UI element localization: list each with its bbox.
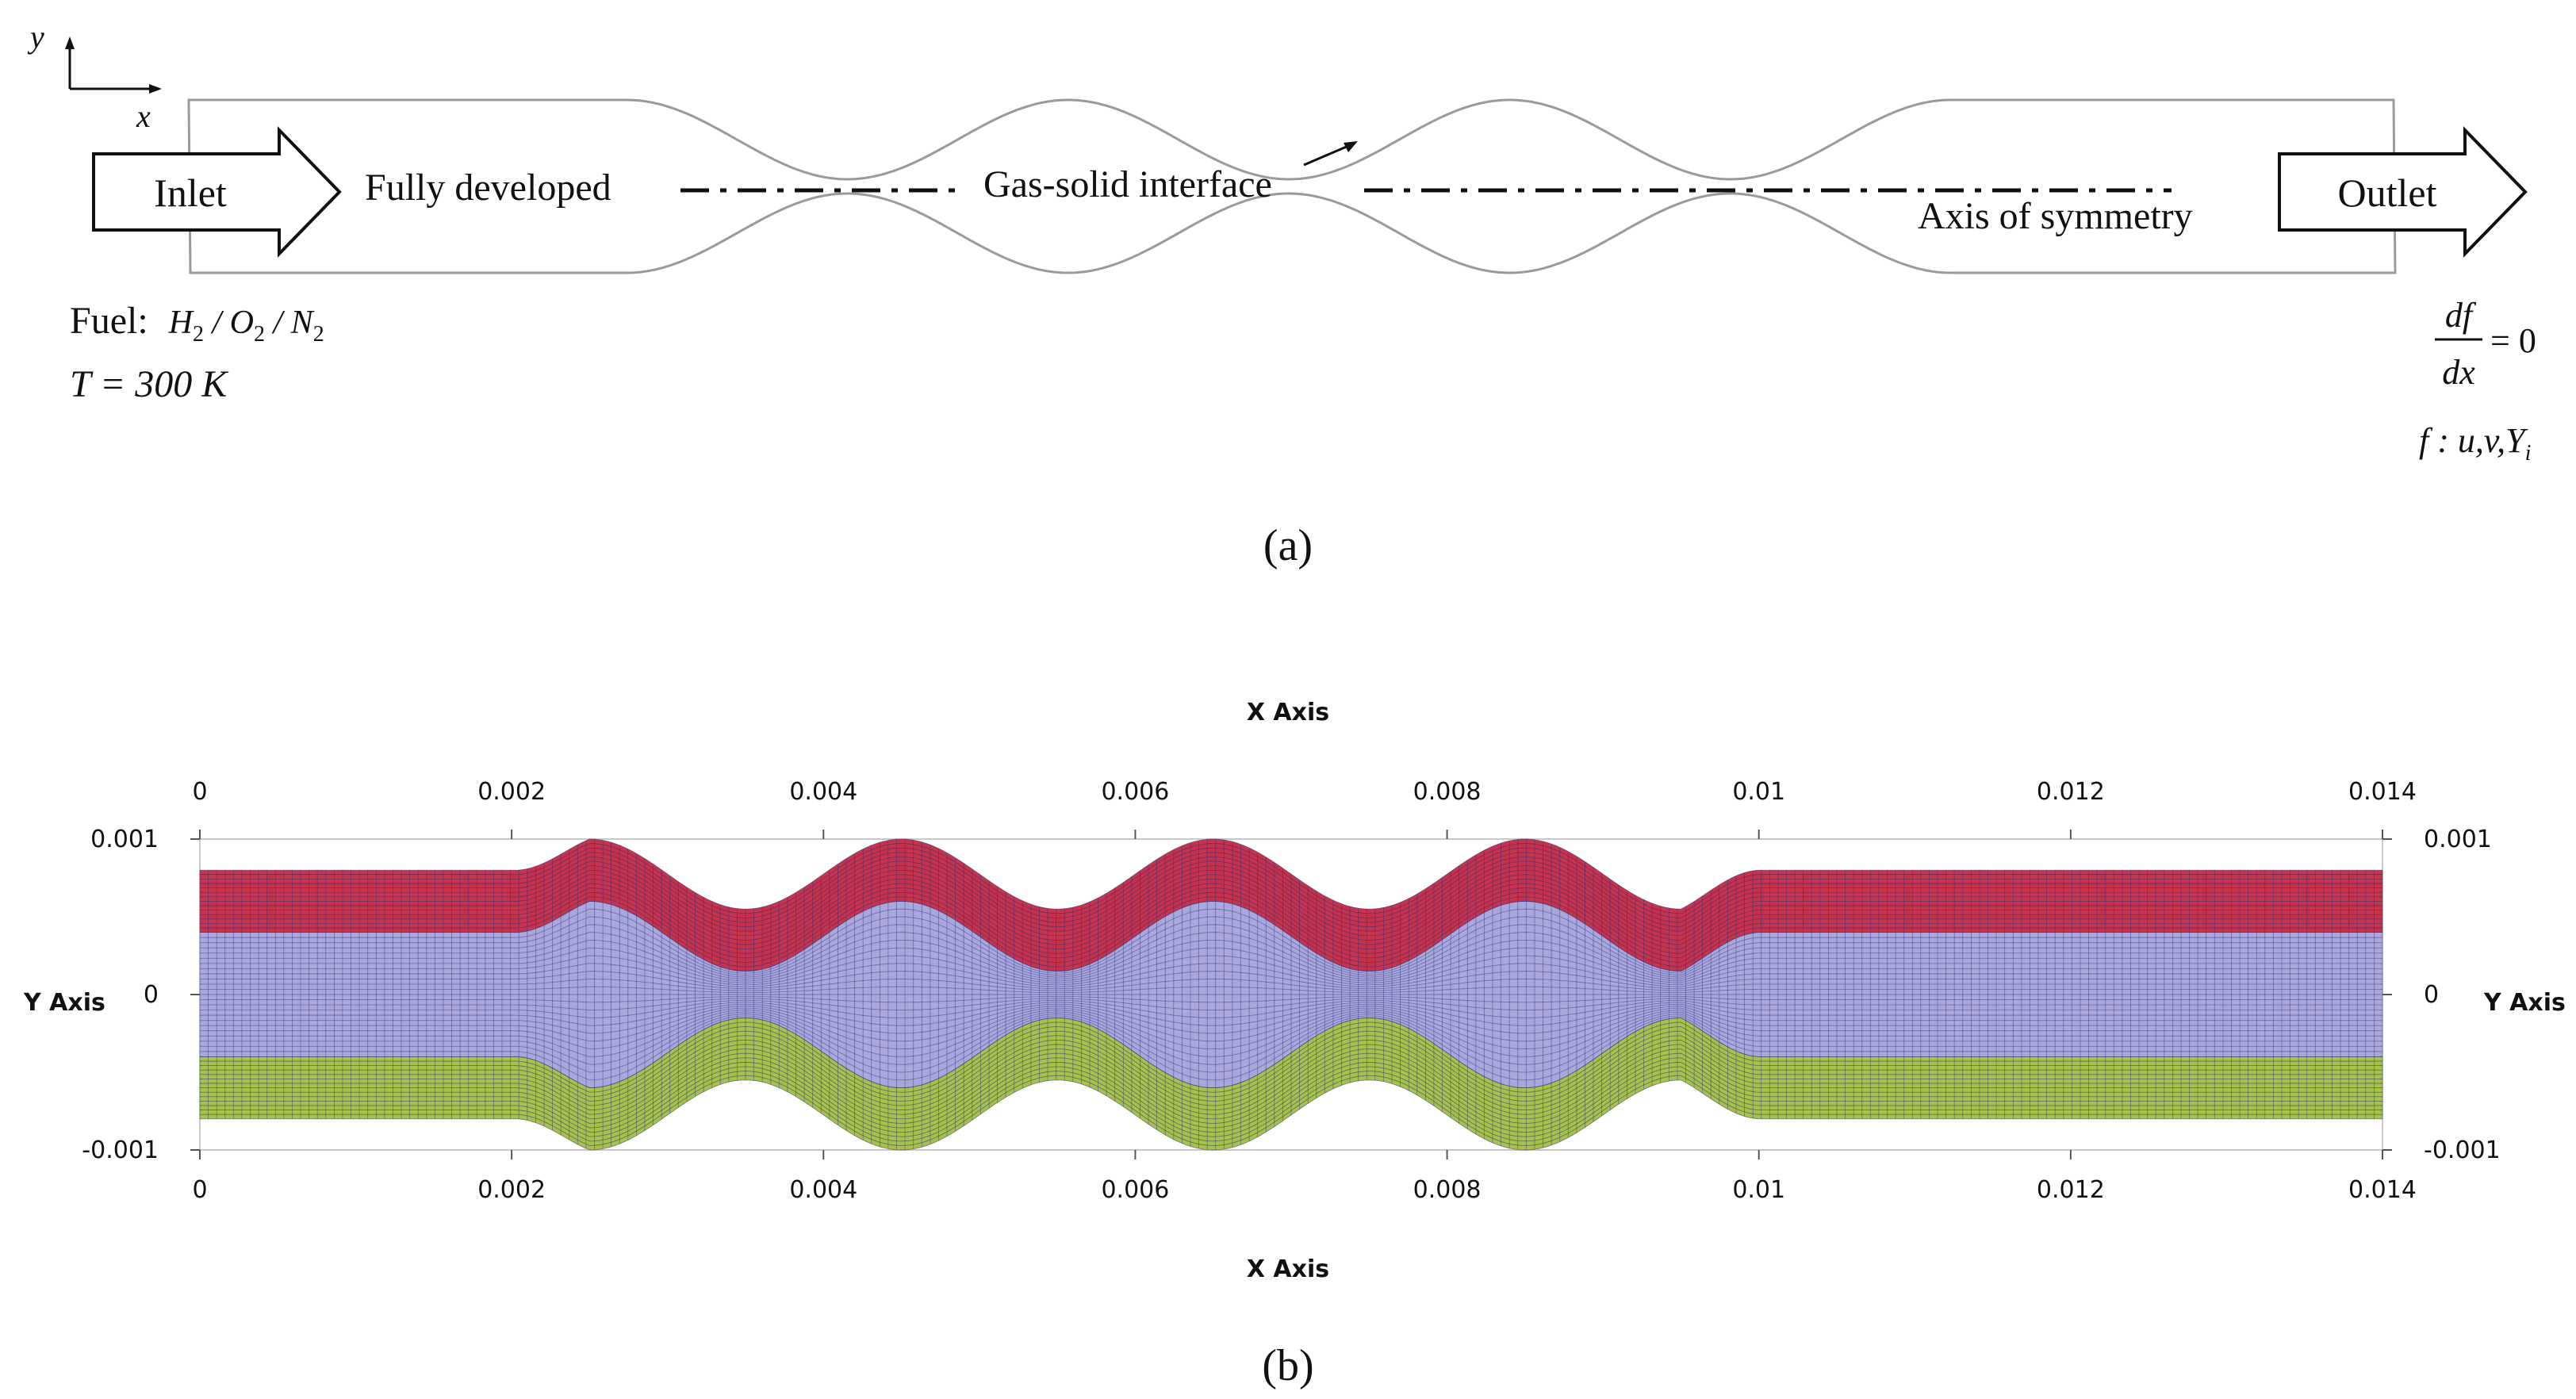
axis-ticks: 0 0 0.002 0.002 0.004 0.004 0.006 0.006 0.008 0.0… bbox=[82, 778, 2500, 1204]
x-tick-label-bottom: 0.01 bbox=[1732, 1176, 1785, 1204]
x-tick-label-top: 0 bbox=[192, 778, 207, 806]
panel-a-schematic: y x Inlet Outlet Fully developed Gas-sol… bbox=[27, 19, 2536, 570]
x-tick-label-top: 0.008 bbox=[1413, 778, 1482, 806]
coordinate-axes-icon bbox=[65, 36, 162, 94]
fuel-species-n-sub: 2 bbox=[313, 322, 324, 347]
x-tick-label-bottom: 0.012 bbox=[2037, 1176, 2105, 1204]
fuel-label: Fuel: H2 / O2 / N2 bbox=[70, 300, 324, 347]
y-tick-label-left: 0 bbox=[144, 981, 159, 1009]
mesh-regions bbox=[199, 838, 2383, 1151]
x-tick-label-bottom: 0.004 bbox=[789, 1176, 857, 1204]
x-tick-label-top: 0.014 bbox=[2348, 778, 2417, 806]
y-tick-label-left: 0.001 bbox=[90, 826, 159, 853]
fuel-species-o-sub: 2 bbox=[254, 322, 265, 347]
bc-variables-text: f : u,v,Y bbox=[2419, 421, 2528, 460]
interface-pointer-arrow bbox=[1303, 141, 1358, 167]
x-tick-label-top: 0.01 bbox=[1732, 778, 1785, 806]
gas-solid-interface-label: Gas-solid interface bbox=[983, 163, 1272, 205]
coord-y-label: y bbox=[27, 19, 44, 55]
fuel-label-text: Fuel: bbox=[70, 300, 148, 342]
coord-x-label: x bbox=[136, 98, 151, 134]
panel-b-caption: (b) bbox=[1262, 1341, 1313, 1390]
x-tick-label-top: 0.012 bbox=[2037, 778, 2105, 806]
x-tick-label-top: 0.004 bbox=[789, 778, 857, 806]
x-tick-label-bottom: 0.002 bbox=[477, 1176, 546, 1204]
x-tick-label-top: 0.002 bbox=[477, 778, 546, 806]
fuel-species-n: / N bbox=[265, 305, 315, 341]
y-tick-label-right: 0.001 bbox=[2424, 826, 2492, 853]
inlet-label: Inlet bbox=[154, 171, 227, 215]
bc-denominator: dx bbox=[2442, 353, 2475, 392]
y-axis-title-right: Y Axis bbox=[2483, 989, 2566, 1017]
x-tick-label-bottom: 0.008 bbox=[1413, 1176, 1482, 1204]
y-tick-label-right: -0.001 bbox=[2424, 1136, 2501, 1164]
x-tick-label-top: 0.006 bbox=[1101, 778, 1169, 806]
y-tick-label-left: -0.001 bbox=[82, 1136, 159, 1164]
fully-developed-label: Fully developed bbox=[365, 167, 611, 209]
fuel-species-h-sub: 2 bbox=[193, 322, 204, 347]
outlet-arrow bbox=[2278, 126, 2528, 258]
bc-rhs: = 0 bbox=[2490, 321, 2536, 360]
x-axis-title-top: X Axis bbox=[1247, 699, 1329, 726]
x-axis-title-bottom: X Axis bbox=[1247, 1255, 1329, 1283]
y-axis-title-left: Y Axis bbox=[23, 989, 105, 1017]
bc-numerator: df bbox=[2445, 296, 2477, 335]
x-tick-label-bottom: 0.014 bbox=[2348, 1176, 2417, 1204]
x-tick-label-bottom: 0 bbox=[192, 1176, 207, 1204]
fuel-species-o: / O bbox=[204, 305, 254, 341]
outlet-label: Outlet bbox=[2338, 171, 2437, 215]
channel-outline bbox=[187, 98, 2397, 274]
x-tick-label-bottom: 0.006 bbox=[1101, 1176, 1169, 1204]
bc-variables-sub: i bbox=[2525, 441, 2532, 466]
inlet-arrow bbox=[92, 126, 342, 258]
bc-variables: f : u,v,Yi bbox=[2419, 421, 2531, 466]
fuel-species-h: H bbox=[168, 305, 195, 341]
y-tick-label-right: 0 bbox=[2424, 981, 2439, 1009]
panel-b-mesh: X Axis X Axis Y Axis Y Axis 0 0 0.002 0.002… bbox=[23, 699, 2566, 1390]
temperature-label: T = 300 K bbox=[70, 363, 229, 405]
axis-of-symmetry-label: Axis of symmetry bbox=[1918, 195, 2193, 237]
panel-a-caption: (a) bbox=[1263, 521, 1313, 570]
